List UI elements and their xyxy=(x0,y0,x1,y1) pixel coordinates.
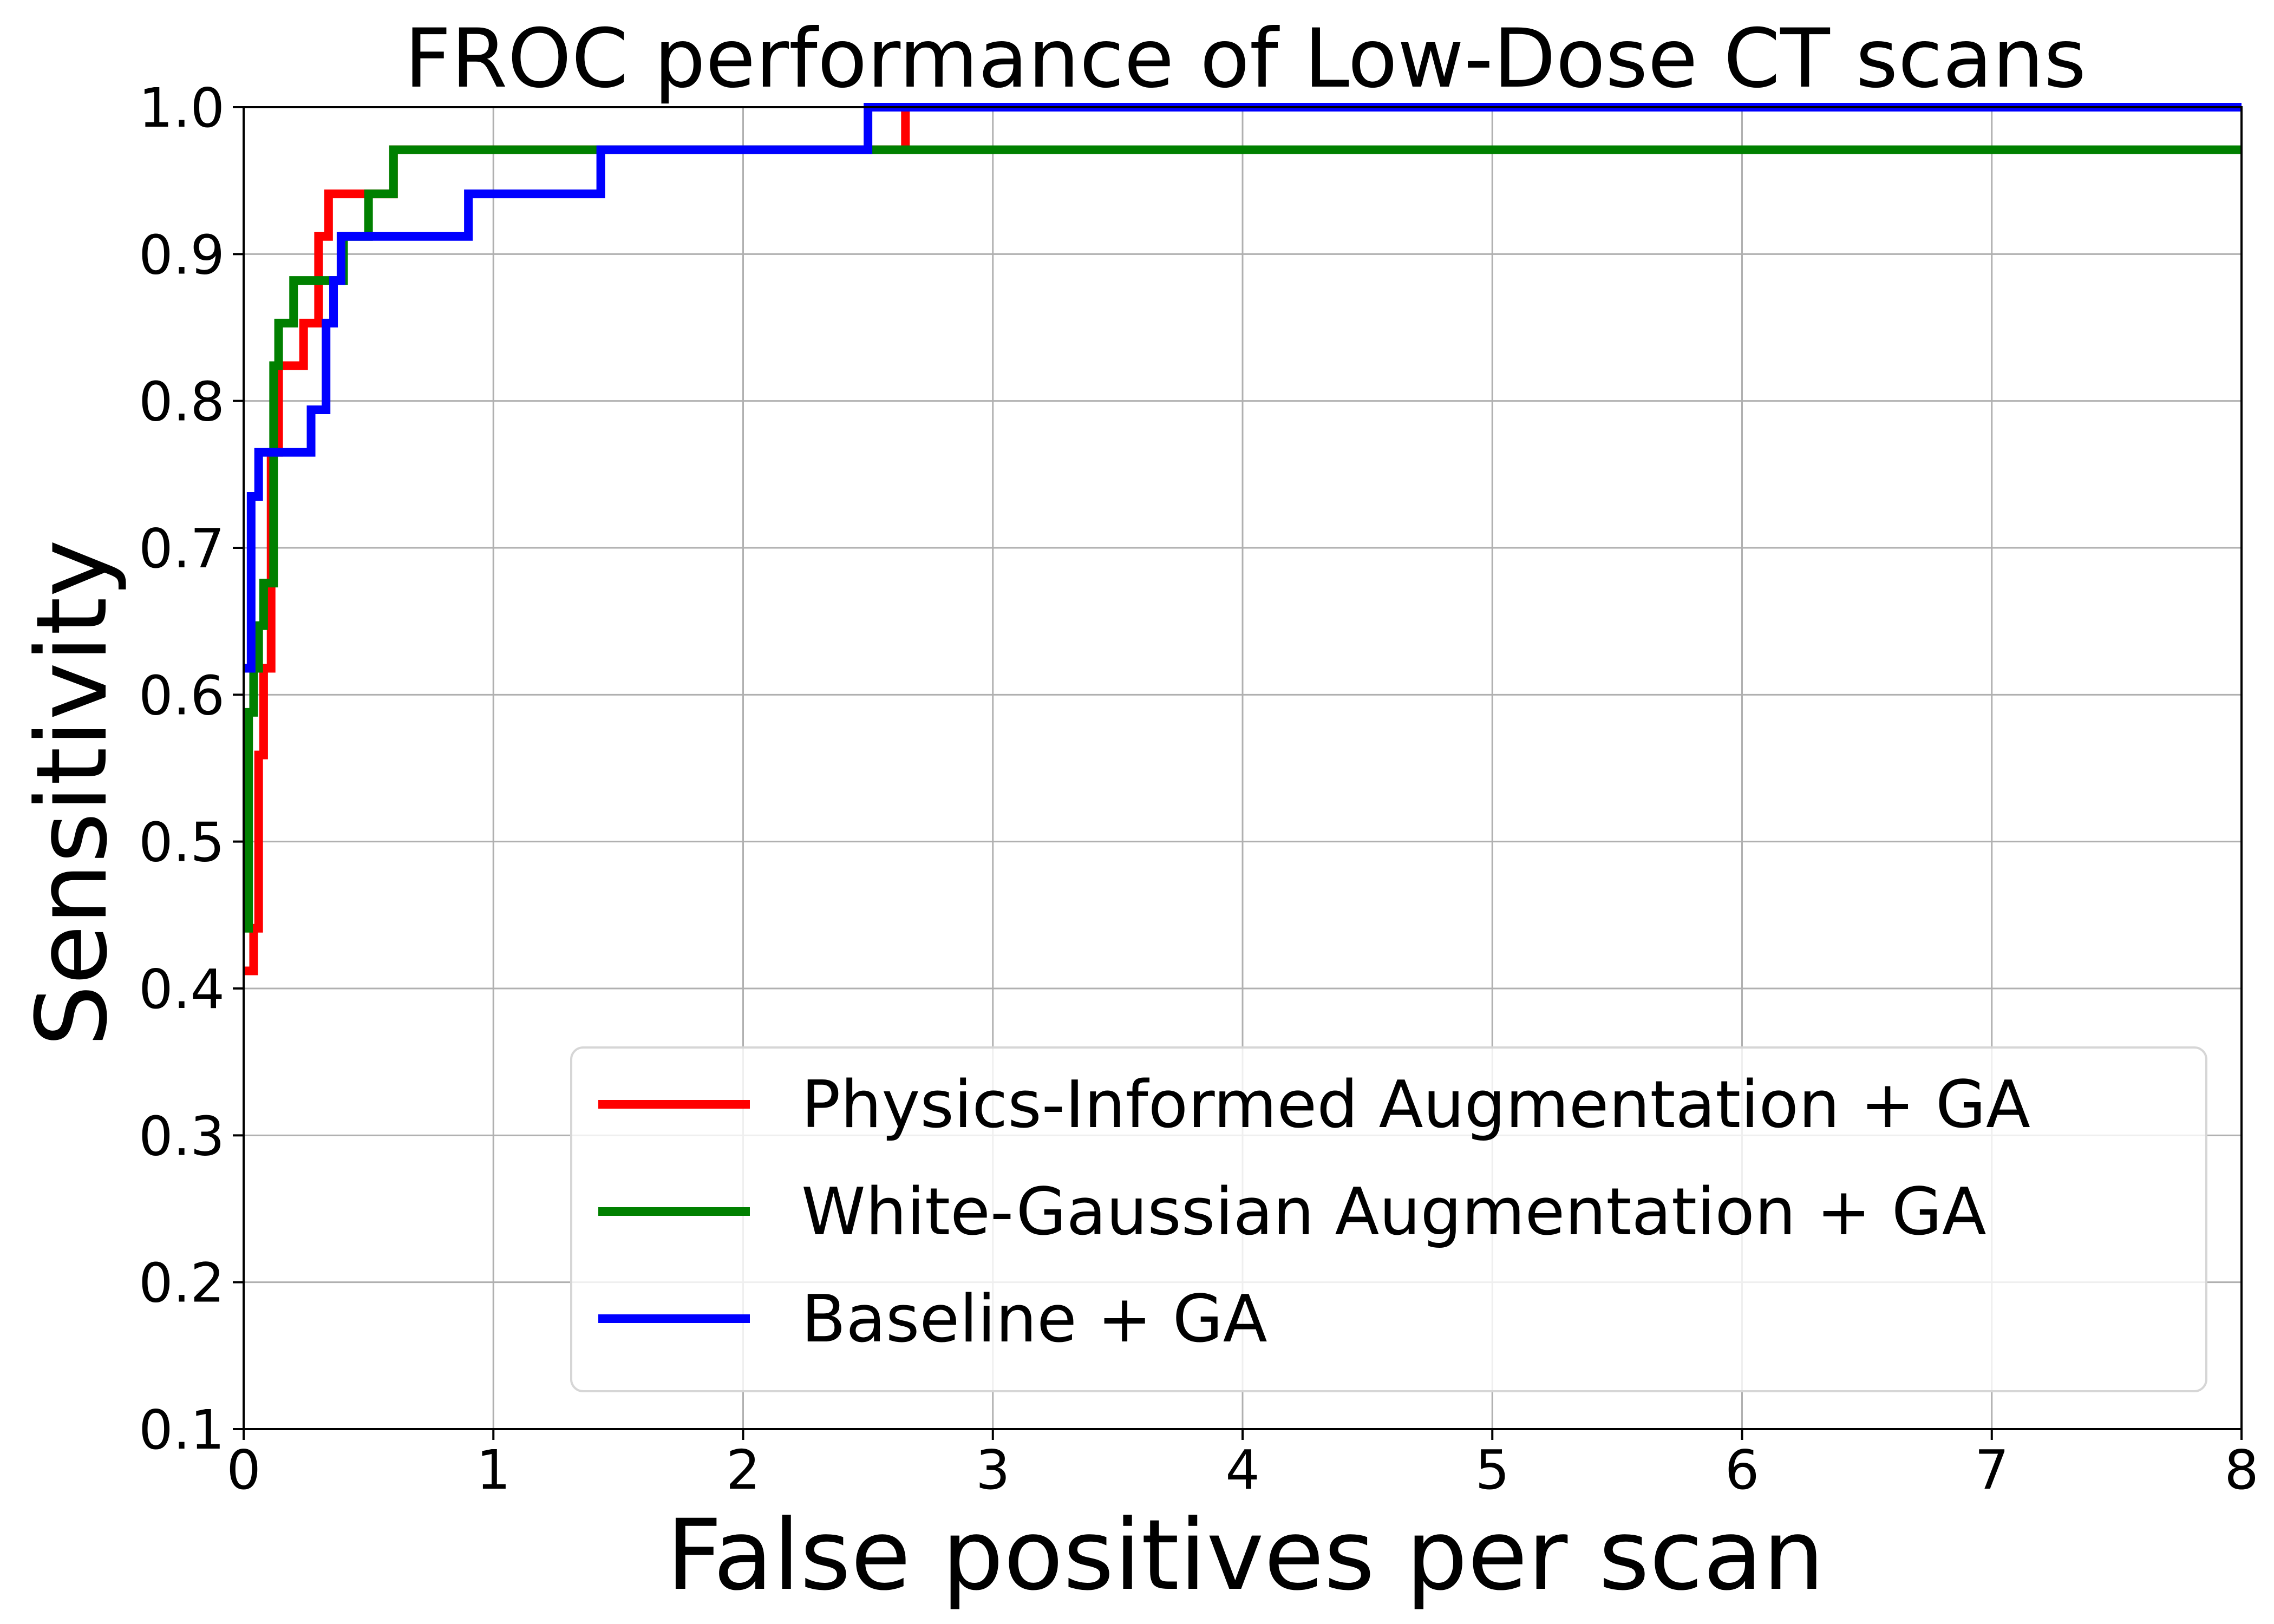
x-tick-label: 2 xyxy=(726,1438,761,1502)
x-tick-label: 5 xyxy=(1475,1438,1510,1502)
y-tick-label: 0.4 xyxy=(139,958,225,1021)
series-line-3 xyxy=(244,103,2242,673)
series-line-2 xyxy=(244,145,2242,933)
plot-series xyxy=(244,103,2242,975)
axis-ticks: 0 1 2 3 4 5 6 7 8 0.1 0.2 0.3 0.4 0.5 0.6 0.7 0.8 0.9 1.0 xyxy=(139,76,2259,1502)
y-tick-label: 0.5 xyxy=(139,811,225,874)
x-tick-label: 8 xyxy=(2224,1438,2259,1502)
legend: Physics-Informed Augmentation + GA White-… xyxy=(570,1046,2207,1392)
legend-label: Baseline + GA xyxy=(801,1282,1267,1357)
y-axis-label: Sensitivity xyxy=(16,539,129,1046)
legend-box xyxy=(570,1046,2207,1392)
y-tick-label: 0.9 xyxy=(139,223,225,286)
y-tick-label: 0.1 xyxy=(139,1398,225,1462)
y-tick-label: 0.7 xyxy=(139,517,225,580)
y-tick-label: 0.6 xyxy=(139,664,225,727)
x-tick-label: 7 xyxy=(1975,1438,2009,1502)
x-tick-label: 3 xyxy=(976,1438,1010,1502)
x-tick-label: 6 xyxy=(1725,1438,1760,1502)
legend-label: White-Gaussian Augmentation + GA xyxy=(801,1175,1987,1250)
x-tick-label: 1 xyxy=(476,1438,511,1502)
y-tick-label: 0.3 xyxy=(139,1104,225,1168)
legend-label: Physics-Informed Augmentation + GA xyxy=(801,1068,2030,1143)
x-tick-label: 0 xyxy=(226,1438,261,1502)
x-tick-label: 4 xyxy=(1225,1438,1260,1502)
y-tick-label: 0.2 xyxy=(139,1252,225,1315)
y-tick-label: 1.0 xyxy=(139,76,225,140)
y-tick-label: 0.8 xyxy=(139,370,225,434)
x-axis-label: False positives per scan xyxy=(666,1499,1824,1612)
chart-title: FROC performance of Low-Dose CT scans xyxy=(404,12,2086,106)
